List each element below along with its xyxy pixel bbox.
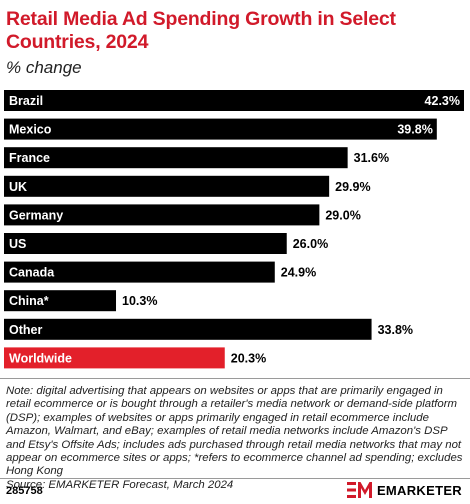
bottom-divider	[0, 478, 470, 479]
bar-uk	[4, 175, 330, 197]
category-label-france: France	[9, 151, 50, 165]
bar-france	[4, 147, 348, 169]
chart-subtitle: % change	[6, 58, 82, 77]
category-label-mexico: Mexico	[9, 123, 52, 137]
brand-logo: EMARKETER	[346, 480, 462, 500]
note-text: Note: digital advertising that appears o…	[6, 385, 463, 478]
bar-brazil	[4, 90, 464, 111]
category-label-worldwide: Worldwide	[9, 351, 72, 365]
value-label-us: 26.0%	[293, 237, 328, 251]
em-logo-icon	[346, 482, 372, 498]
chart-note: Note: digital advertising that appears o…	[6, 385, 464, 492]
value-label-brazil: 42.3%	[425, 94, 460, 108]
bar-canada	[4, 261, 275, 283]
value-label-germany: 29.0%	[325, 208, 360, 222]
bar-other	[4, 318, 372, 340]
category-label-china: China*	[9, 294, 49, 308]
value-label-canada: 24.9%	[281, 266, 316, 280]
bar-germany	[4, 204, 320, 226]
chart-title: Retail Media Ad Spending Growth in Selec…	[6, 8, 396, 53]
category-label-other: Other	[9, 323, 42, 337]
value-label-france: 31.6%	[354, 151, 389, 165]
bar-chart: Brazil 42.3% Mexico 39.8% France 31.6% UK 29.9%…	[4, 90, 464, 369]
category-label-canada: Canada	[9, 266, 55, 280]
value-label-uk: 29.9%	[335, 180, 370, 194]
bar-mexico	[4, 118, 437, 140]
brand-name: EMARKETER	[376, 482, 462, 498]
bar-worldwide	[4, 347, 225, 369]
value-label-mexico: 39.8%	[397, 123, 432, 137]
top-divider	[0, 378, 470, 379]
value-label-other: 33.8%	[378, 323, 413, 337]
value-label-worldwide: 20.3%	[231, 351, 266, 365]
bar-china	[4, 290, 117, 312]
category-label-germany: Germany	[9, 208, 63, 222]
chart-id: 285758	[6, 485, 43, 497]
bar-us	[4, 233, 287, 254]
category-label-us: US	[9, 237, 26, 251]
source-text: Source: EMARKETER Forecast, March 2024	[6, 478, 234, 491]
category-label-uk: UK	[9, 180, 27, 194]
category-label-brazil: Brazil	[9, 94, 43, 108]
value-label-china: 10.3%	[122, 294, 157, 308]
